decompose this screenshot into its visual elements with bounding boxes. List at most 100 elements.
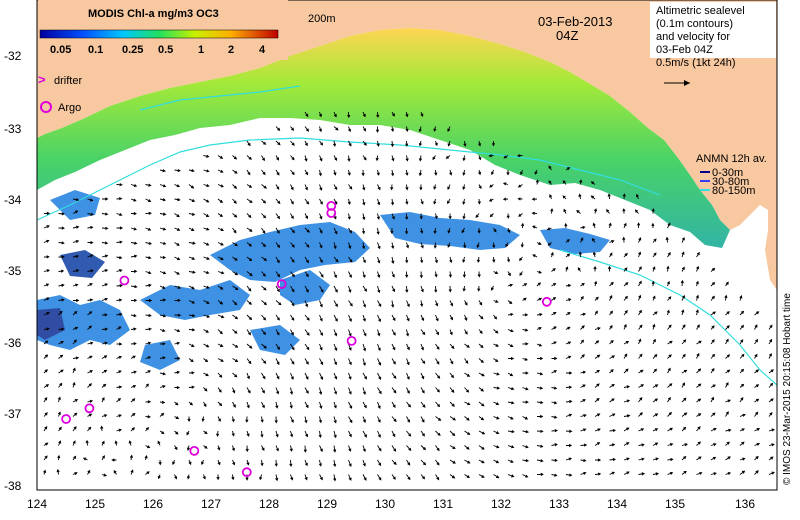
velocity-arrow [725, 325, 730, 330]
velocity-arrow [145, 400, 152, 404]
velocity-arrow [725, 428, 732, 432]
velocity-arrow [638, 472, 646, 476]
velocity-arrow [434, 213, 438, 220]
velocity-arrow [565, 473, 573, 477]
velocity-arrow [667, 383, 673, 388]
velocity-arrow [319, 140, 324, 146]
velocity-arrow [72, 455, 77, 461]
velocity-arrow [547, 242, 552, 246]
drifter-legend-icon: > [38, 72, 46, 87]
velocity-arrow [435, 300, 439, 307]
velocity-arrow [754, 353, 758, 359]
velocity-arrow [435, 416, 442, 421]
velocity-arrow [362, 343, 367, 352]
velocity-arrow [130, 298, 138, 302]
velocity-arrow [420, 459, 427, 466]
velocity-arrow [174, 227, 181, 231]
velocity-arrow [348, 140, 352, 147]
velocity-arrow [318, 416, 322, 424]
velocity-arrow [580, 295, 584, 301]
velocity-arrow [319, 343, 323, 351]
velocity-arrow [304, 271, 309, 278]
velocity-arrow [174, 256, 181, 261]
velocity-arrow [377, 242, 381, 250]
velocity-arrow [594, 327, 601, 331]
velocity-arrow [274, 416, 278, 424]
velocity-arrow [290, 343, 295, 351]
velocity-arrow [478, 155, 482, 161]
velocity-arrow [362, 329, 367, 337]
velocity-arrow [87, 311, 93, 316]
velocity-arrow [289, 401, 293, 409]
velocity-arrow [246, 198, 253, 204]
velocity-arrow [174, 271, 180, 275]
velocity-arrow [232, 256, 238, 261]
velocity-arrow [768, 471, 775, 475]
x-tick-label: 131 [433, 497, 453, 511]
velocity-arrow [434, 140, 438, 147]
velocity-arrow [101, 455, 105, 461]
velocity-arrow [348, 416, 353, 424]
velocity-arrow [145, 313, 152, 318]
velocity-arrow [203, 300, 210, 304]
velocity-arrow [406, 387, 410, 394]
velocity-arrow [377, 271, 381, 279]
velocity-arrow [420, 387, 425, 394]
x-tick-label: 129 [317, 497, 337, 511]
velocity-arrow [333, 184, 338, 191]
velocity-arrow [130, 370, 137, 374]
velocity-arrow [333, 387, 338, 395]
velocity-arrow [377, 401, 381, 410]
velocity-arrow [188, 169, 195, 173]
velocity-arrow [478, 474, 485, 478]
velocity-arrow [565, 266, 569, 272]
velocity-arrow [319, 227, 323, 234]
velocity-arrow [58, 354, 64, 359]
velocity-arrow [464, 416, 470, 421]
velocity-arrow [145, 227, 152, 231]
x-tick-label: 128 [259, 497, 279, 511]
velocity-arrow [565, 312, 571, 316]
velocity-arrow [72, 412, 78, 417]
velocity-arrow [449, 358, 454, 365]
velocity-arrow [536, 444, 544, 448]
velocity-arrow [319, 401, 323, 409]
velocity-arrow [87, 283, 93, 287]
velocity-arrow [362, 459, 366, 467]
velocity-arrow [304, 358, 309, 365]
velocity-arrow [652, 384, 659, 388]
velocity-arrow [159, 271, 167, 275]
velocity-arrow [58, 310, 63, 316]
velocity-arrow [609, 252, 613, 258]
velocity-arrow [518, 213, 523, 217]
velocity-arrow [565, 341, 572, 345]
velocity-arrow [532, 225, 538, 229]
velocity-arrow [725, 369, 731, 374]
velocity-arrow [739, 413, 746, 417]
velocity-arrow [145, 241, 153, 245]
velocity-arrow [478, 140, 482, 147]
velocity-arrow [609, 443, 616, 447]
velocity-arrow [348, 459, 352, 467]
velocity-arrow [434, 256, 438, 264]
velocity-arrow [87, 355, 93, 359]
velocity-arrow [768, 398, 774, 403]
velocity-arrow [188, 314, 196, 318]
velocity-arrow [87, 254, 94, 258]
velocity-arrow [477, 285, 481, 292]
velocity-arrow [116, 298, 123, 302]
velocity-arrow [174, 474, 178, 480]
velocity-arrow [405, 285, 409, 293]
velocity-arrow [739, 324, 745, 330]
velocity-arrow [101, 440, 105, 446]
velocity-arrow [725, 441, 730, 446]
velocity-arrow [58, 426, 62, 432]
velocity-arrow [290, 285, 295, 293]
velocity-arrow [217, 314, 225, 319]
velocity-arrow [87, 325, 92, 330]
velocity-arrow [536, 386, 544, 390]
velocity-arrow [290, 198, 294, 205]
velocity-arrow [145, 445, 151, 449]
velocity-arrow [725, 354, 731, 359]
velocity-arrow [406, 314, 410, 322]
